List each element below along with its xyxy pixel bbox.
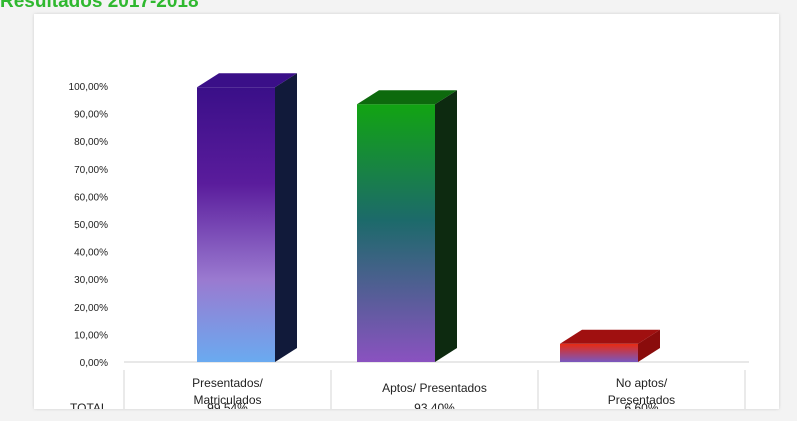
category-label: No aptos/ [616,376,668,390]
bar-chart: 0,00% 10,00% 20,00% 30,00% 40,00% 50,00% 60,00… [69,73,749,409]
bar [197,87,275,363]
y-tick-label: 90,00% [74,110,108,121]
y-tick-label: 20,00% [74,303,108,314]
category-label: Presentados [608,393,675,407]
y-tick-label: 30,00% [74,275,108,286]
y-tick-label: 80,00% [74,137,108,148]
bar-top [560,329,660,344]
y-tick-label: 0,00% [80,358,108,369]
bar-side [638,329,660,362]
table-value: 99,54% [207,401,248,409]
bar-top [357,90,457,105]
y-tick-label: 70,00% [74,165,108,176]
bar-top [197,73,297,88]
y-tick-label: 10,00% [74,330,108,341]
page-title: Resultados 2017-2018 [0,0,199,12]
bar [560,343,638,362]
category-label: Matriculados [193,393,261,407]
bar-side [435,90,457,362]
table-row-label: TOTAL [70,401,108,409]
table-value: 6,60% [624,401,658,409]
y-tick-label: 100,00% [69,82,109,93]
y-tick-label: 60,00% [74,192,108,203]
table-value: 93,40% [414,401,455,409]
chart-frame: 0,00% 10,00% 20,00% 30,00% 40,00% 50,00% 60,00… [34,14,779,409]
bar-side [275,73,297,363]
category-label: Aptos/ Presentados [382,381,487,395]
bar [357,104,435,362]
y-tick-label: 40,00% [74,248,108,259]
category-label: Presentados/ [192,376,263,390]
y-tick-label: 50,00% [74,220,108,231]
